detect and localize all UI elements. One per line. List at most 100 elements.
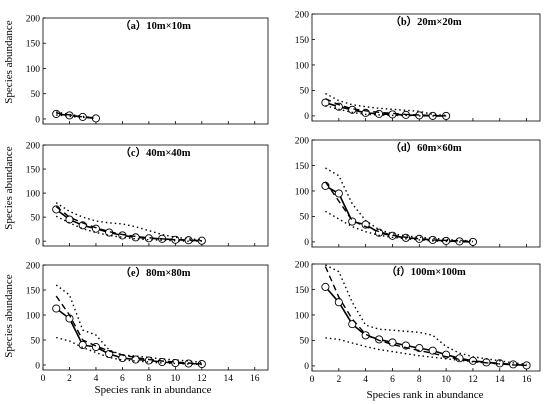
plot-frame: [42, 17, 269, 125]
y-tick-label: 150: [26, 286, 41, 296]
data-point: [334, 298, 343, 307]
y-tick-label: 50: [300, 213, 310, 223]
x-tick-label: 4: [94, 374, 99, 384]
plot-frame: [42, 144, 269, 247]
x-tick-label: 4: [363, 375, 368, 385]
x-tick-label: 12: [197, 374, 207, 384]
series-line-ci-upper: [325, 264, 527, 366]
x-tick-label: 6: [390, 375, 395, 385]
y-tick-label: 100: [26, 311, 41, 321]
y-tick-label: 150: [295, 286, 310, 296]
x-tick-label: 0: [310, 375, 315, 385]
data-point: [197, 236, 206, 245]
series-line-model: [56, 112, 96, 119]
x-tick-label: 10: [441, 375, 451, 385]
y-tick-label: 150: [26, 40, 41, 50]
y-tick-label: 0: [35, 115, 40, 125]
y-tick-label: 0: [304, 112, 309, 122]
y-tick-label: 200: [295, 10, 310, 20]
data-point: [334, 189, 343, 198]
y-tick-label: 50: [31, 90, 41, 100]
y-axis-title-row-2: Species abundance: [3, 146, 15, 229]
chart-panel-1: 0 50 100 150 200 （a）10m×10m: [26, 14, 269, 125]
y-tick-label: 200: [295, 260, 310, 270]
data-point: [334, 102, 343, 111]
y-tick-label: 200: [26, 14, 41, 24]
x-tick-label: 14: [495, 375, 505, 385]
x-tick-label: 16: [250, 374, 260, 384]
y-tick-label: 0: [304, 362, 309, 372]
y-tick-label: 150: [26, 165, 41, 175]
y-tick-label: 100: [295, 61, 310, 71]
x-tick-label: 10: [171, 374, 181, 384]
series-line-ci-upper: [325, 92, 447, 117]
series-line-ci-lower: [325, 210, 473, 243]
plot-frame: [311, 139, 541, 248]
y-axis-title-row-3: Species abundance: [3, 274, 15, 357]
x-tick-label: 8: [417, 375, 422, 385]
y-tick-label: 0: [304, 238, 309, 248]
x-axis-title-right: Species rank in abundance: [367, 389, 484, 401]
chart-panel-3: 0 50 100 150 200 （c）40m×40m: [26, 141, 269, 247]
x-tick-label: 16: [522, 375, 532, 385]
x-tick-label: 14: [224, 374, 234, 384]
panel-title: （c）40m×40m: [120, 146, 190, 159]
chart-panel-5: 0 50 100 150 200 0 2 4 6 8 10 12 14 16 （e）80m×80m: [26, 261, 269, 384]
data-point: [388, 338, 397, 347]
chart-panel-2: 0 50 100 150 200 （b）20m×20m: [295, 10, 541, 122]
chart-panel-6: 0 50 100 150 200 0 2 4 6 8 10 12 14 16 （f）100m×100m: [295, 260, 541, 385]
y-tick-label: 100: [26, 189, 41, 199]
series-line-ci-lower: [55, 215, 202, 242]
series-line-model: [324, 181, 473, 243]
y-tick-label: 100: [26, 65, 41, 75]
series-line-model: [55, 295, 202, 365]
series-line-ci-lower: [56, 336, 202, 366]
x-tick-label: 2: [67, 374, 72, 384]
y-tick-label: 0: [35, 237, 40, 247]
series-line-observed: [325, 185, 473, 243]
x-tick-label: 8: [147, 374, 152, 384]
chart-panels: 050100150200（a）10m×10m050100150200（b）20m…: [26, 10, 541, 385]
data-point: [65, 215, 74, 224]
series-line-ci-upper: [55, 284, 202, 364]
y-tick-label: 150: [295, 162, 310, 172]
panel-title: （b）20m×20m: [390, 15, 462, 28]
y-tick-label: 100: [295, 187, 310, 197]
y-tick-label: 50: [31, 213, 41, 223]
panel-title: （f）100m×100m: [386, 265, 466, 278]
data-point: [78, 340, 87, 350]
data-point: [321, 282, 330, 291]
data-point: [388, 110, 397, 119]
panel-title: （e）80m×80m: [120, 266, 190, 279]
plot-frame: [311, 263, 541, 372]
series-line-ci-upper: [325, 167, 473, 242]
x-tick-label: 0: [41, 374, 46, 384]
y-tick-label: 150: [295, 36, 310, 46]
panel-title: （d）60m×60m: [390, 141, 462, 154]
data-point: [131, 233, 140, 242]
panel-title: （a）10m×10m: [120, 19, 191, 32]
data-point: [428, 346, 437, 355]
series-line-model: [325, 97, 447, 117]
series-line-model: [324, 266, 527, 367]
x-tick-label: 12: [468, 375, 478, 385]
y-tick-label: 100: [295, 311, 310, 321]
plot-frame: [311, 13, 541, 122]
data-point: [348, 217, 357, 226]
y-tick-label: 50: [300, 337, 310, 347]
chart-panel-4: 0 50 100 150 200 （d）60m×60m: [295, 136, 541, 248]
x-axis-title-left: Species rank in abundance: [95, 384, 212, 396]
plot-frame: [42, 264, 269, 371]
data-point: [52, 304, 61, 313]
y-axis-title-row-1: Species abundance: [3, 20, 15, 103]
y-tick-label: 200: [295, 136, 310, 146]
x-tick-label: 6: [120, 374, 125, 384]
data-point: [468, 237, 477, 246]
x-tick-label: 2: [336, 375, 341, 385]
y-tick-label: 50: [31, 336, 41, 346]
y-tick-label: 0: [35, 361, 40, 371]
series-line-ci-upper: [55, 202, 202, 241]
y-tick-label: 200: [26, 261, 41, 271]
y-tick-label: 200: [26, 141, 41, 151]
